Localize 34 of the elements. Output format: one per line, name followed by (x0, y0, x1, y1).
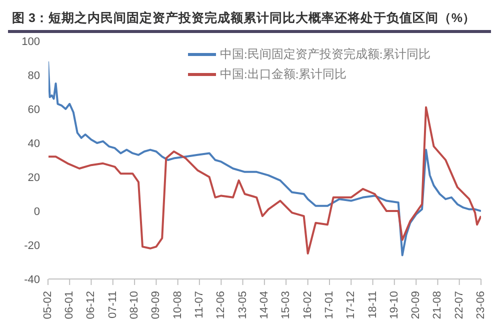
y-tick-label: 100 (22, 36, 40, 48)
y-tick-label: 40 (28, 138, 40, 150)
x-tick-label: 23-06 (475, 291, 487, 320)
x-tick-label: 12-06 (215, 291, 228, 320)
x-tick-label: 08-10 (128, 291, 141, 320)
x-tick-label: 06-12 (85, 291, 98, 320)
x-tick-label: 11-07 (193, 291, 206, 318)
x-tick-label: 18-11 (366, 291, 379, 318)
x-tick-label: 06-01 (64, 291, 76, 320)
x-tick-label: 07-11 (106, 291, 119, 318)
y-tick-label: -40 (24, 274, 40, 286)
legend-label: 中国:出口金额:累计同比 (220, 66, 347, 82)
x-tick-label: 13-05 (236, 291, 249, 320)
y-tick-label: 60 (28, 104, 40, 116)
x-tick-label: 21-08 (432, 291, 444, 320)
x-tick-label: 22-07 (453, 291, 466, 320)
y-tick-label: 20 (28, 172, 40, 184)
x-tick-label: 16-02 (302, 291, 314, 320)
x-tick-label: 05-02 (42, 291, 54, 320)
x-tick-label: 17-12 (345, 291, 358, 320)
chart-title: 图 3：短期之内民间固定资产投资完成额累计同比大概率还将处于负值区间（%） (8, 8, 491, 33)
line-series (48, 106, 481, 254)
legend-label: 中国:民间固定资产投资完成额:累计同比 (220, 46, 431, 62)
y-tick-label: -20 (24, 240, 40, 252)
x-tick-label: 14-04 (258, 291, 270, 320)
x-tick-label: 20-09 (410, 291, 422, 320)
x-tick-label: 19-10 (388, 291, 400, 320)
x-tick-label: 10-08 (172, 291, 184, 320)
x-tick-label: 09-09 (150, 291, 162, 320)
x-tick-label: 17-01 (324, 291, 336, 320)
y-tick-label: 0 (34, 206, 40, 218)
line-series (48, 60, 481, 256)
x-tick-label: 15-03 (280, 291, 292, 320)
y-tick-label: 80 (28, 70, 40, 82)
